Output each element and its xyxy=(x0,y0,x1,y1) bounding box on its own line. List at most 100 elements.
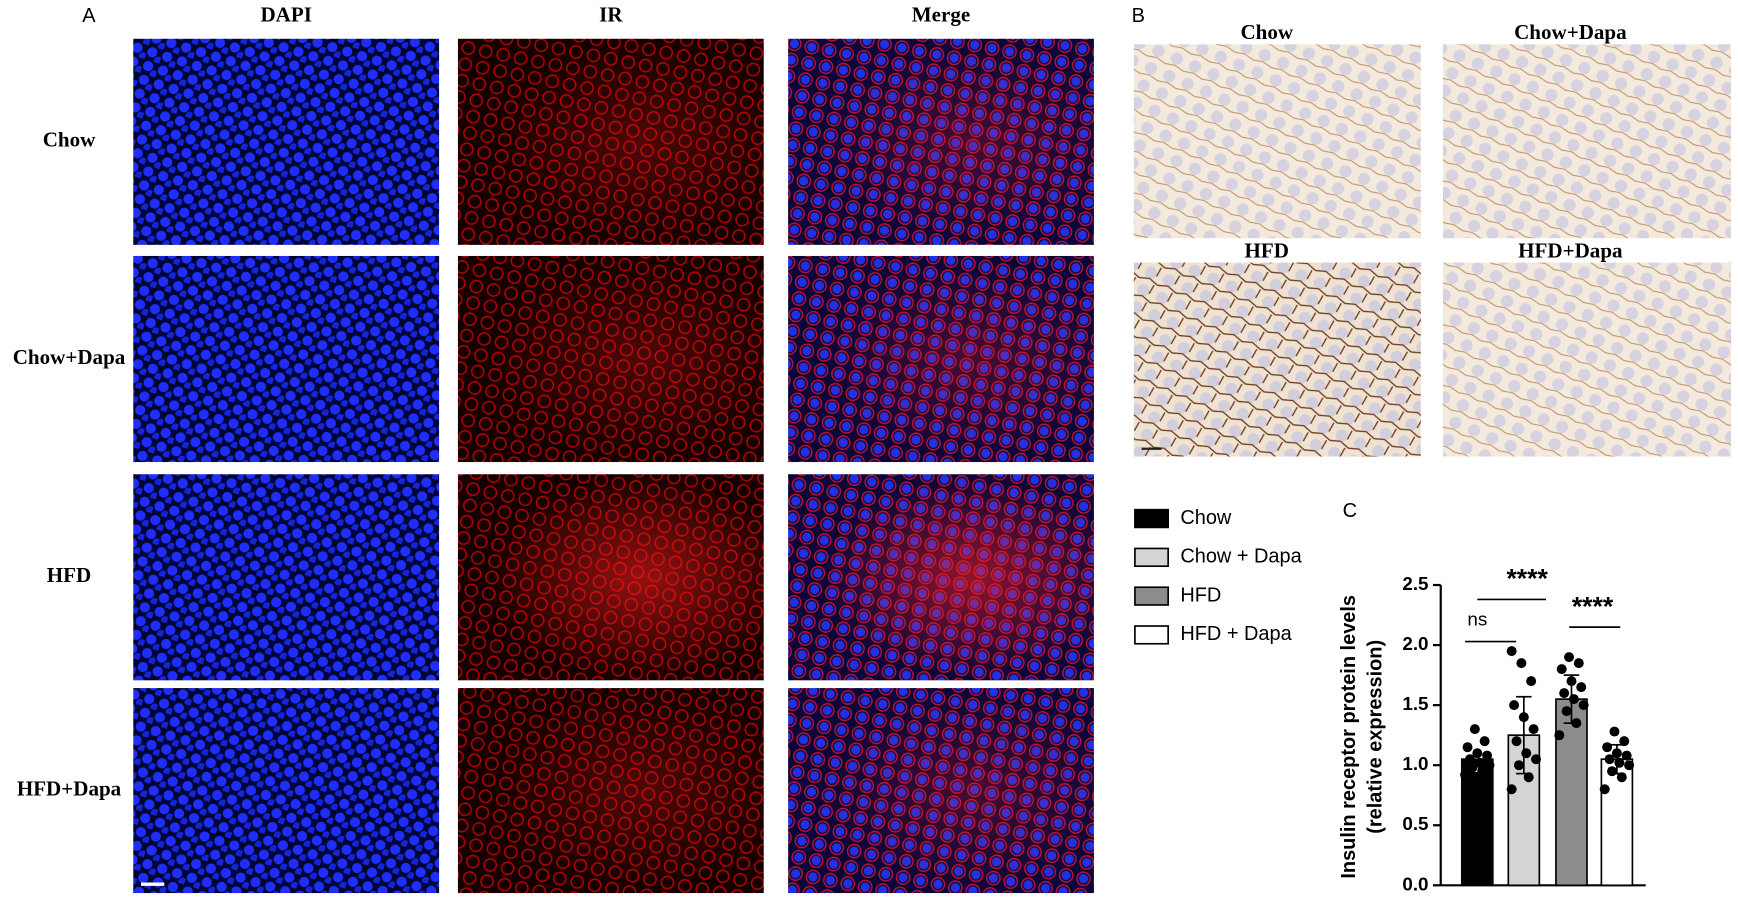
data-point xyxy=(1518,712,1529,723)
data-point xyxy=(1464,754,1475,765)
stain-glow xyxy=(788,474,1094,681)
data-point xyxy=(1616,772,1627,783)
data-point xyxy=(1621,750,1632,761)
data-point xyxy=(1578,700,1589,711)
y-axis-label: (relative expression) xyxy=(1365,640,1387,834)
data-point xyxy=(1528,724,1539,735)
stain-glow xyxy=(457,688,764,894)
y-tick-label: 2.0 xyxy=(1402,633,1428,654)
data-point xyxy=(1566,676,1577,687)
y-tick-label: 1.0 xyxy=(1402,753,1428,774)
panel-label: A xyxy=(82,5,96,27)
column-header: Merge xyxy=(912,2,970,26)
legend-swatch xyxy=(1134,547,1169,568)
data-point xyxy=(1624,760,1635,771)
data-point xyxy=(1526,676,1537,687)
y-tick-label: 0.0 xyxy=(1402,873,1428,894)
data-point xyxy=(1513,760,1524,771)
legend-swatch xyxy=(1134,586,1169,606)
micrograph xyxy=(133,688,440,894)
ihc-image xyxy=(1442,262,1732,457)
data-point xyxy=(1506,784,1517,795)
stain-glow xyxy=(457,38,764,245)
data-point xyxy=(1571,718,1582,729)
data-point xyxy=(1472,748,1483,759)
image-label: HFD+Dapa xyxy=(1518,238,1623,262)
image-label: Chow xyxy=(1240,20,1293,44)
column-header: IR xyxy=(599,2,623,26)
data-point xyxy=(1599,784,1610,795)
data-point xyxy=(1604,754,1615,765)
micrograph xyxy=(133,38,440,245)
data-point xyxy=(1469,724,1480,735)
stain-glow xyxy=(788,38,1094,245)
data-point xyxy=(1559,688,1570,699)
significance-label: ns xyxy=(1467,608,1487,629)
data-point xyxy=(1609,726,1620,737)
row-label: HFD xyxy=(47,563,91,587)
panel-b: B Chow Chow+Dapa HFD HFD+Dapa xyxy=(1132,5,1732,457)
data-point xyxy=(1506,646,1517,657)
legend-label: HFD + Dapa xyxy=(1180,623,1292,645)
data-point xyxy=(1611,748,1622,759)
data-point xyxy=(1614,757,1625,768)
data-point xyxy=(1619,736,1630,747)
data-point xyxy=(1531,754,1542,765)
panel-c: C Chow Chow + Dapa HFD HFD + Dapa 0.0 0.5 1.0 1.… xyxy=(1134,500,1646,894)
column-header: DAPI xyxy=(260,2,311,26)
row-label: HFD+Dapa xyxy=(17,776,122,800)
y-tick-label: 0.5 xyxy=(1402,813,1428,834)
data-point xyxy=(1460,769,1471,780)
data-point xyxy=(1511,736,1522,747)
data-point xyxy=(1477,766,1488,777)
data-point xyxy=(1462,742,1473,753)
ihc-image xyxy=(1133,44,1421,239)
legend-label: Chow xyxy=(1180,507,1232,529)
data-point xyxy=(1482,750,1493,761)
data-point xyxy=(1467,762,1478,773)
legend-label: Chow + Dapa xyxy=(1180,546,1302,568)
row-label: Chow xyxy=(43,128,96,152)
legend-label: HFD xyxy=(1180,584,1221,606)
data-point xyxy=(1523,772,1534,783)
data-point xyxy=(1509,700,1520,711)
y-tick-label: 1.5 xyxy=(1402,693,1428,714)
data-point xyxy=(1561,706,1572,717)
micrograph xyxy=(133,474,440,681)
significance-label: **** xyxy=(1506,564,1548,594)
data-point xyxy=(1573,658,1584,669)
stain-glow xyxy=(457,255,764,463)
image-label: Chow+Dapa xyxy=(1514,20,1627,44)
micrograph xyxy=(133,255,440,463)
ihc-image xyxy=(1442,44,1732,239)
significance-label: **** xyxy=(1572,591,1614,621)
data-point xyxy=(1607,766,1618,777)
y-axis-label: Insulin receptor protein levels xyxy=(1338,595,1360,879)
panel-label: C xyxy=(1343,500,1357,522)
data-point xyxy=(1474,757,1485,768)
data-point xyxy=(1554,730,1565,741)
data-point xyxy=(1479,736,1490,747)
y-tick-label: 2.5 xyxy=(1402,573,1428,594)
data-point xyxy=(1521,748,1532,759)
image-label: HFD xyxy=(1245,238,1289,262)
bar xyxy=(1600,758,1634,887)
legend-swatch xyxy=(1134,508,1169,529)
bar xyxy=(1555,698,1588,887)
stain-glow xyxy=(788,255,1094,463)
panel-a: A DAPI IR Merge Chow Chow+Dapa HFD HFD+Dapa xyxy=(13,2,1094,894)
data-point xyxy=(1556,664,1567,675)
data-point xyxy=(1576,682,1587,693)
panel-label: B xyxy=(1132,5,1145,27)
data-point xyxy=(1484,760,1495,771)
ihc-image xyxy=(1133,262,1421,457)
stain-glow xyxy=(457,474,764,681)
data-point xyxy=(1602,742,1613,753)
stain-glow xyxy=(788,688,1094,894)
data-point xyxy=(1516,658,1527,669)
data-point xyxy=(1564,652,1575,663)
data-point xyxy=(1568,694,1579,705)
legend-swatch xyxy=(1134,625,1169,645)
row-label: Chow+Dapa xyxy=(13,345,126,369)
